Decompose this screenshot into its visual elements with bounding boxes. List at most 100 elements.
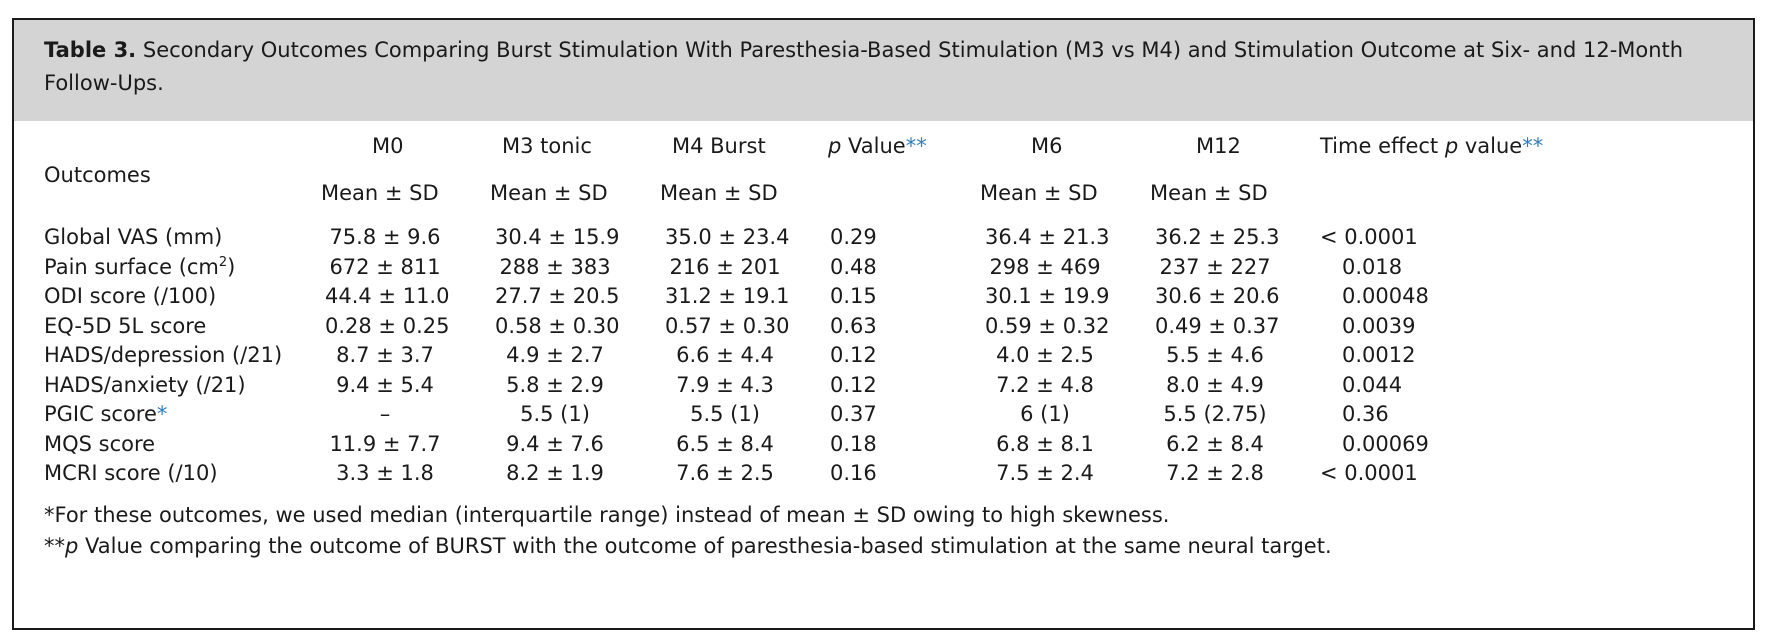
cell-m4: 0.57 ± 0.30	[665, 313, 790, 338]
cell-p-value: 0.37	[830, 402, 877, 426]
row-label-text: HADS/depression (/21)	[44, 343, 283, 367]
row-label-text: ODI score (/100)	[44, 284, 217, 308]
cell-m0: 8.7 ± 3.7	[336, 343, 434, 367]
cell-m12: 5.5 (2.75)	[1163, 402, 1267, 426]
cell-m12: 7.2 ± 2.8	[1166, 461, 1264, 485]
col-header-p-value: p Value**	[828, 133, 927, 159]
cell-m12: 0.49 ± 0.37	[1155, 313, 1280, 338]
cell-p-value: 0.15	[830, 284, 877, 308]
footnotes: *For these outcomes, we used median (int…	[44, 500, 1332, 562]
table-caption: Table 3. Secondary Outcomes Comparing Bu…	[14, 20, 1753, 121]
col-header-m6: M6	[1031, 134, 1063, 158]
cell-p-value: 0.18	[830, 431, 877, 456]
cell-m12: 237 ± 227	[1159, 254, 1271, 279]
cell-p-value: 0.16	[830, 461, 877, 485]
row-label-text: MCRI score (/10)	[44, 461, 218, 485]
col-header-time-effect: Time effect p value**	[1320, 133, 1543, 159]
time-label-tail: value	[1458, 134, 1523, 158]
cell-time-effect: 0.36	[1342, 402, 1389, 426]
cell-time-effect: < 0.0001	[1320, 461, 1418, 485]
cell-m6: 4.0 ± 2.5	[996, 343, 1094, 367]
cell-m0: 0.28 ± 0.25	[325, 313, 450, 338]
subheader-m4: Mean ± SD	[660, 181, 778, 205]
cell-m12: 36.2 ± 25.3	[1155, 225, 1280, 249]
p-footnote-mark: **	[905, 134, 927, 158]
cell-m12: 30.6 ± 20.6	[1155, 284, 1280, 308]
cell-m0: 44.4 ± 11.0	[325, 284, 450, 308]
row-label-text: HADS/anxiety (/21)	[44, 372, 246, 397]
cell-time-effect: 0.0039	[1342, 313, 1416, 338]
cell-m3: 5.8 ± 2.9	[506, 372, 604, 397]
row-label: HADS/anxiety (/21)	[44, 372, 246, 398]
row-label: MQS score	[44, 431, 155, 457]
cell-m4: 216 ± 201	[669, 254, 781, 279]
cell-p-value: 0.48	[830, 254, 877, 279]
row-label-text: Pain surface (cm	[44, 254, 219, 279]
cell-m0: 672 ± 811	[329, 254, 441, 279]
cell-m4: 35.0 ± 23.4	[665, 225, 790, 249]
time-footnote-mark: **	[1522, 134, 1544, 158]
cell-m0: 11.9 ± 7.7	[329, 431, 441, 456]
row-label-text: Global VAS (mm)	[44, 225, 223, 249]
row-label-text: PGIC score	[44, 402, 157, 426]
row-label: MCRI score (/10)	[44, 460, 218, 486]
cell-m0: 75.8 ± 9.6	[329, 225, 441, 249]
footnote-2-text: Value comparing the outcome of BURST wit…	[78, 534, 1332, 558]
cell-m4: 6.6 ± 4.4	[676, 343, 774, 367]
cell-time-effect: 0.018	[1342, 254, 1403, 279]
cell-p-value: 0.12	[830, 372, 877, 397]
cell-m3: 0.58 ± 0.30	[495, 313, 620, 338]
cell-m6: 6 (1)	[1020, 402, 1070, 426]
footnote-1: *For these outcomes, we used median (int…	[44, 503, 1170, 527]
col-header-m12: M12	[1196, 134, 1241, 158]
cell-m0: –	[379, 402, 391, 426]
table-frame: Table 3. Secondary Outcomes Comparing Bu…	[12, 18, 1755, 630]
cell-p-value: 0.12	[830, 343, 877, 367]
table-title: Secondary Outcomes Comparing Burst Stimu…	[44, 38, 1684, 95]
cell-time-effect: < 0.0001	[1320, 225, 1418, 249]
cell-m3: 8.2 ± 1.9	[506, 461, 604, 485]
time-p-symbol: p	[1444, 134, 1459, 158]
cell-time-effect: 0.0012	[1342, 343, 1416, 367]
cell-m12: 5.5 ± 4.6	[1166, 343, 1264, 367]
cell-time-effect: 0.044	[1342, 372, 1403, 397]
cell-m6: 298 ± 469	[989, 254, 1101, 279]
table-label: Table 3.	[44, 38, 137, 62]
cell-m6: 0.59 ± 0.32	[985, 313, 1110, 338]
time-label: Time effect	[1320, 134, 1445, 158]
row-label: Pain surface (cm2)	[44, 254, 235, 280]
cell-m6: 30.1 ± 19.9	[985, 284, 1110, 308]
footnote-2-p: p	[65, 534, 79, 558]
cell-m3: 9.4 ± 7.6	[506, 431, 604, 456]
cell-m12: 8.0 ± 4.9	[1166, 372, 1264, 397]
row-label-superscript: 2	[218, 254, 228, 270]
cell-m3: 4.9 ± 2.7	[506, 343, 604, 367]
row-label: HADS/depression (/21)	[44, 342, 282, 368]
row-label: ODI score (/100)	[44, 283, 216, 309]
cell-p-value: 0.29	[830, 225, 877, 249]
col-header-m0: M0	[372, 134, 404, 158]
cell-m4: 31.2 ± 19.1	[665, 284, 790, 308]
row-label-tail: )	[227, 254, 236, 279]
p-label: Value	[841, 134, 906, 158]
row-label: PGIC score*	[44, 401, 167, 427]
cell-m12: 6.2 ± 8.4	[1166, 431, 1264, 456]
cell-m6: 36.4 ± 21.3	[985, 225, 1110, 249]
cell-time-effect: 0.00069	[1342, 431, 1429, 456]
cell-m4: 6.5 ± 8.4	[676, 431, 774, 456]
row-label: EQ-5D 5L score	[44, 313, 206, 339]
footnote-2: **p Value comparing the outcome of BURST…	[44, 531, 1332, 562]
cell-time-effect: 0.00048	[1342, 284, 1429, 308]
cell-m3: 288 ± 383	[499, 254, 611, 279]
subheader-m0: Mean ± SD	[321, 181, 439, 205]
cell-m4: 5.5 (1)	[690, 402, 760, 426]
cell-m0: 9.4 ± 5.4	[336, 372, 434, 397]
footnote-2-mark: **	[44, 534, 65, 558]
cell-m6: 7.5 ± 2.4	[996, 461, 1094, 485]
col-header-m3: M3 tonic	[502, 134, 592, 158]
row-label: Global VAS (mm)	[44, 224, 222, 250]
row-label-text: MQS score	[44, 431, 156, 456]
cell-m3: 5.5 (1)	[520, 402, 590, 426]
cell-m3: 27.7 ± 20.5	[495, 284, 620, 308]
row-label-text: EQ-5D 5L score	[44, 313, 207, 338]
